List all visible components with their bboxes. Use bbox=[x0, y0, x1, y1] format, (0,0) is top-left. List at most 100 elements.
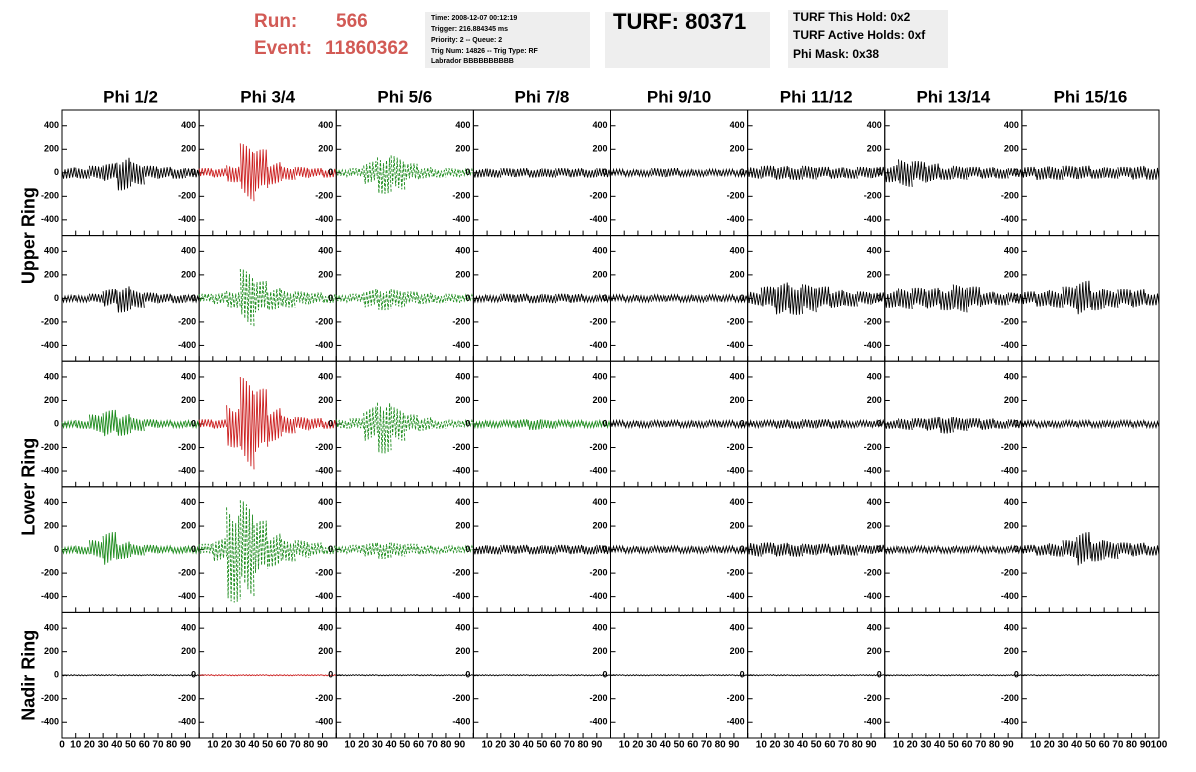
waveform-segment bbox=[788, 167, 803, 180]
waveform-segment bbox=[61, 419, 77, 430]
waveform-segment bbox=[130, 544, 145, 556]
waveform-segment bbox=[514, 293, 529, 303]
y-tick-label: 0 bbox=[54, 544, 59, 554]
waveform-segment bbox=[404, 291, 419, 304]
waveform-segment bbox=[500, 168, 515, 178]
waveform-segment bbox=[1131, 542, 1146, 557]
waveform-segment bbox=[253, 388, 269, 452]
x-tick-label: 10 bbox=[70, 740, 82, 751]
waveform-segment bbox=[349, 418, 365, 429]
y-tick-label: 0 bbox=[191, 544, 196, 554]
waveform-segment bbox=[418, 417, 433, 432]
waveform-segment bbox=[857, 674, 872, 677]
waveform-segment bbox=[1089, 168, 1105, 179]
waveform-segment bbox=[1021, 166, 1037, 178]
waveform-segment bbox=[363, 542, 378, 557]
y-tick-label: -400 bbox=[727, 340, 745, 350]
waveform-segment bbox=[212, 538, 228, 562]
waveform-segment bbox=[692, 168, 707, 178]
y-tick-label: 200 bbox=[1004, 144, 1019, 154]
waveform-segment bbox=[911, 161, 927, 183]
y-tick-label: -400 bbox=[178, 214, 196, 224]
waveform-segment bbox=[678, 293, 694, 304]
waveform-segment bbox=[980, 167, 995, 179]
y-tick-label: 0 bbox=[54, 418, 59, 428]
waveform-segment bbox=[843, 167, 858, 179]
y-tick-label: -400 bbox=[1001, 340, 1019, 350]
y-tick-label: 400 bbox=[592, 246, 607, 256]
x-tick-label: 70 bbox=[427, 740, 439, 751]
x-tick-label: 90 bbox=[865, 740, 877, 751]
waveform-segment bbox=[733, 420, 749, 430]
y-tick-label: 0 bbox=[191, 418, 196, 428]
waveform-segment bbox=[390, 406, 406, 442]
y-tick-label: -200 bbox=[315, 442, 333, 452]
waveform-segment bbox=[966, 544, 982, 554]
waveform-segment bbox=[88, 540, 104, 559]
x-tick-label: 60 bbox=[687, 740, 699, 751]
y-tick-label: -400 bbox=[864, 465, 882, 475]
y-tick-label: -400 bbox=[41, 717, 59, 727]
y-tick-label: 0 bbox=[328, 544, 333, 554]
waveform-segment bbox=[774, 165, 790, 180]
waveform-segment bbox=[911, 287, 927, 308]
waveform-segment bbox=[486, 545, 502, 555]
waveform-segment bbox=[747, 674, 762, 677]
y-tick-label: 200 bbox=[44, 646, 59, 656]
y-tick-label: 200 bbox=[318, 269, 333, 279]
y-tick-label: 200 bbox=[730, 646, 745, 656]
y-tick-label: -200 bbox=[452, 316, 470, 326]
x-tick-label: 60 bbox=[139, 740, 151, 751]
y-tick-label: -200 bbox=[178, 191, 196, 201]
waveform-segment bbox=[500, 544, 515, 554]
waveform-segment bbox=[267, 674, 282, 677]
waveform-segment bbox=[1049, 674, 1064, 677]
y-tick-label: 400 bbox=[455, 371, 470, 381]
y-tick-label: 400 bbox=[867, 371, 882, 381]
waveform-segment bbox=[157, 293, 173, 303]
waveform-segment bbox=[623, 168, 639, 178]
waveform-segment bbox=[911, 674, 927, 677]
waveform-segment bbox=[884, 544, 899, 555]
waveform-segment bbox=[761, 674, 776, 677]
x-tick-label: 50 bbox=[674, 740, 686, 751]
y-tick-label: -200 bbox=[864, 191, 882, 201]
y-tick-label: 0 bbox=[740, 418, 745, 428]
waveform-segment bbox=[1062, 674, 1077, 677]
waveform-segment bbox=[1144, 419, 1160, 430]
waveform-segment bbox=[1021, 544, 1037, 554]
column-header: Phi 5/6 bbox=[377, 87, 432, 106]
y-tick-label: 200 bbox=[867, 520, 882, 530]
x-tick-label: 0 bbox=[59, 740, 65, 751]
waveform-segment bbox=[802, 543, 817, 556]
waveform-segment bbox=[719, 674, 735, 677]
y-tick-label: 0 bbox=[328, 418, 333, 428]
waveform-segment bbox=[994, 292, 1009, 306]
x-tick-label: 70 bbox=[152, 740, 164, 751]
waveform-segment bbox=[102, 163, 118, 181]
y-tick-label: -400 bbox=[589, 465, 607, 475]
waveform-segment bbox=[870, 418, 886, 429]
waveform-segment bbox=[555, 418, 570, 429]
y-tick-label: 400 bbox=[730, 623, 745, 633]
waveform-segment bbox=[678, 674, 694, 677]
x-tick-label: 10 bbox=[893, 740, 905, 751]
waveform-segment bbox=[1117, 288, 1133, 307]
waveform-segment bbox=[966, 674, 981, 677]
waveform-segment bbox=[171, 674, 186, 677]
y-tick-label: -200 bbox=[864, 316, 882, 326]
waveform-segment bbox=[376, 402, 392, 454]
waveform-segment bbox=[774, 674, 790, 677]
y-tick-label: -200 bbox=[1001, 191, 1019, 201]
x-tick-label: 100 bbox=[1151, 740, 1168, 751]
waveform-segment bbox=[610, 544, 625, 554]
y-tick-label: 400 bbox=[44, 120, 59, 130]
waveform-segment bbox=[898, 418, 913, 430]
y-tick-label: 0 bbox=[465, 544, 470, 554]
y-tick-label: -200 bbox=[452, 567, 470, 577]
y-tick-label: -200 bbox=[178, 567, 196, 577]
y-tick-label: 400 bbox=[867, 120, 882, 130]
waveform-segment bbox=[459, 544, 474, 554]
waveform-segment bbox=[473, 674, 488, 677]
y-tick-label: 400 bbox=[867, 623, 882, 633]
